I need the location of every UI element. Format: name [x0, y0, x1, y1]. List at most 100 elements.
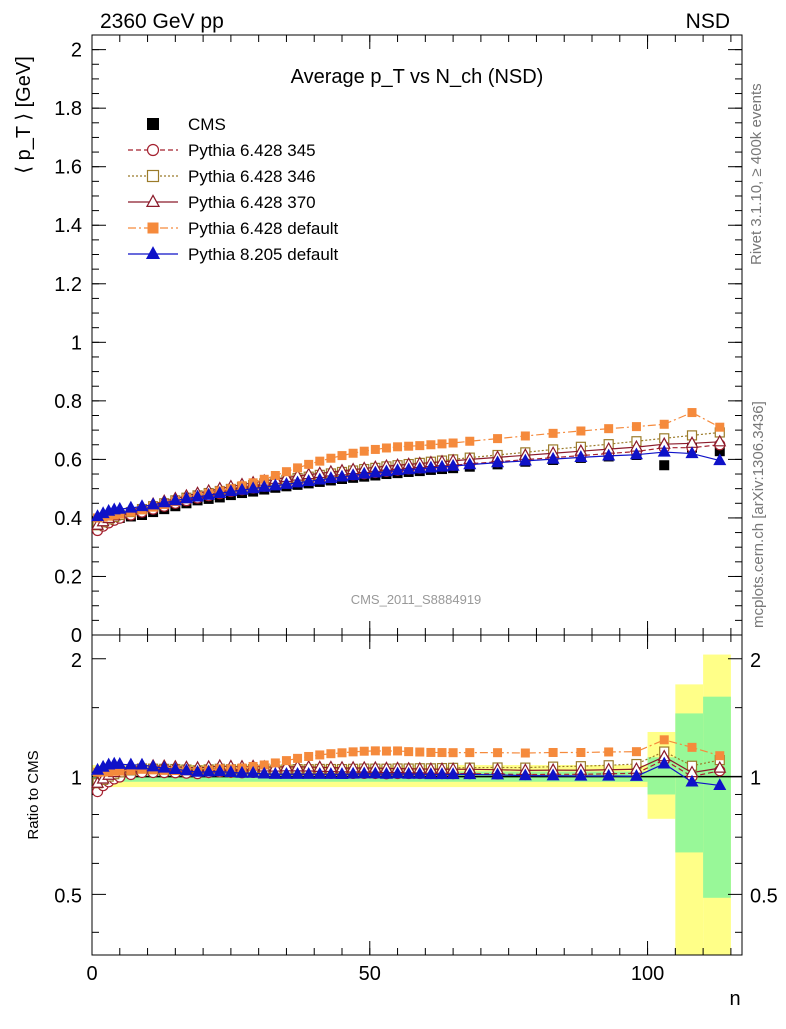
ratio-point: [657, 756, 671, 769]
ratio-point: [685, 774, 699, 787]
series-point: [629, 447, 643, 460]
ratio-point: [259, 760, 269, 770]
ratio-point: [465, 748, 475, 758]
series-point: [714, 446, 725, 457]
ratio-bands: [92, 654, 731, 955]
ratio-point: [393, 746, 403, 756]
series-point: [659, 460, 670, 471]
ratio-point: [348, 747, 358, 757]
series-point: [685, 446, 699, 459]
series-point: [279, 477, 293, 489]
ratio-point: [604, 747, 614, 757]
series-point: [393, 442, 403, 452]
ratio-point: [268, 766, 282, 779]
ratio-point: [315, 750, 325, 760]
series-point: [293, 463, 303, 473]
series-point: [413, 461, 427, 474]
ratio-point: [520, 748, 530, 758]
series-point: [179, 491, 193, 504]
ratio-point: [246, 765, 260, 778]
series-point: [426, 440, 436, 450]
ratio-point: [168, 762, 182, 774]
legend-label: CMS: [188, 115, 226, 134]
series-point: [313, 472, 327, 485]
x-tick-label: 50: [359, 963, 381, 985]
x-tick-label: 0: [86, 963, 97, 985]
ratio-point: [713, 778, 727, 791]
ratio-point: [281, 756, 291, 766]
ratio-point: [115, 766, 125, 776]
ratio-point: [402, 766, 416, 779]
y-tick-label: 1: [71, 332, 82, 354]
series-line: [97, 444, 720, 531]
legend-marker: [145, 194, 161, 207]
ratio-point: [370, 746, 380, 756]
legend-marker: [145, 246, 161, 259]
series-point: [257, 479, 271, 492]
ratio-y-tick-label: 0.5: [54, 885, 82, 907]
series-line: [97, 441, 720, 526]
series-point: [518, 453, 532, 466]
legend-label: Pythia 6.428 345: [188, 141, 316, 160]
legend-item: CMS: [147, 115, 226, 134]
series-point: [359, 446, 369, 456]
legend-label: Pythia 6.428 default: [188, 219, 339, 238]
ratio-point: [413, 766, 427, 779]
series-point: [631, 422, 641, 432]
ratio-panel: 0.5 0.5 1 1 2 2 0 50 100: [54, 35, 778, 985]
series-point: [315, 456, 325, 466]
series-point: [574, 450, 588, 462]
chart-title: Average p_T vs N_ch (NSD): [291, 66, 544, 88]
series-point: [391, 463, 405, 476]
series-point: [379, 464, 393, 477]
ratio-y-tick-label: 1: [71, 768, 82, 790]
series-point: [157, 495, 171, 508]
series-point: [437, 439, 447, 449]
series-1: [91, 439, 726, 537]
series-point: [324, 471, 338, 484]
ratio-point: [629, 769, 643, 781]
ratio-point: [324, 767, 338, 779]
ratio-point: [368, 766, 382, 779]
series-point: [381, 443, 391, 453]
x-axis-label: n: [729, 988, 740, 1010]
ratio-point: [326, 749, 336, 759]
legend-item: Pythia 6.428 346: [128, 167, 316, 186]
series-point: [270, 470, 280, 480]
series-point: [493, 434, 503, 444]
ratio-point: [359, 746, 369, 756]
ratio-point: [279, 766, 293, 779]
header-right: NSD: [686, 10, 730, 33]
ratio-point: [404, 747, 414, 757]
ratio-point: [146, 759, 160, 772]
main-panel: 0 0.2 0.4 0.6 0.8 1 1.2 1.4 1.6 1.8 2: [54, 34, 743, 647]
series-point: [224, 484, 238, 497]
ratio-point: [104, 767, 114, 777]
header-left: 2360 GeV pp: [100, 10, 224, 33]
ratio-point: [291, 767, 305, 779]
ratio-series-5: [91, 756, 727, 791]
ratio-point: [335, 767, 349, 779]
series-point: [259, 474, 269, 484]
series-point: [520, 431, 530, 441]
ratio-point: [202, 764, 216, 777]
ratio-point: [631, 747, 641, 757]
series-point: [448, 438, 458, 448]
series-point: [337, 451, 347, 461]
series-point: [424, 460, 438, 473]
series-point: [404, 441, 414, 451]
series-point: [546, 451, 560, 464]
series-point: [463, 457, 477, 470]
ratio-point: [379, 766, 393, 779]
series-point: [168, 493, 182, 506]
ratio-point: [491, 767, 505, 780]
series-point: [326, 453, 336, 463]
series-point: [368, 465, 382, 478]
ratio-point: [574, 768, 588, 781]
ratio-point: [213, 764, 227, 777]
ratio-point: [463, 767, 477, 780]
ratio-point: [493, 748, 503, 758]
series-point: [602, 448, 616, 461]
series-point: [104, 511, 114, 521]
